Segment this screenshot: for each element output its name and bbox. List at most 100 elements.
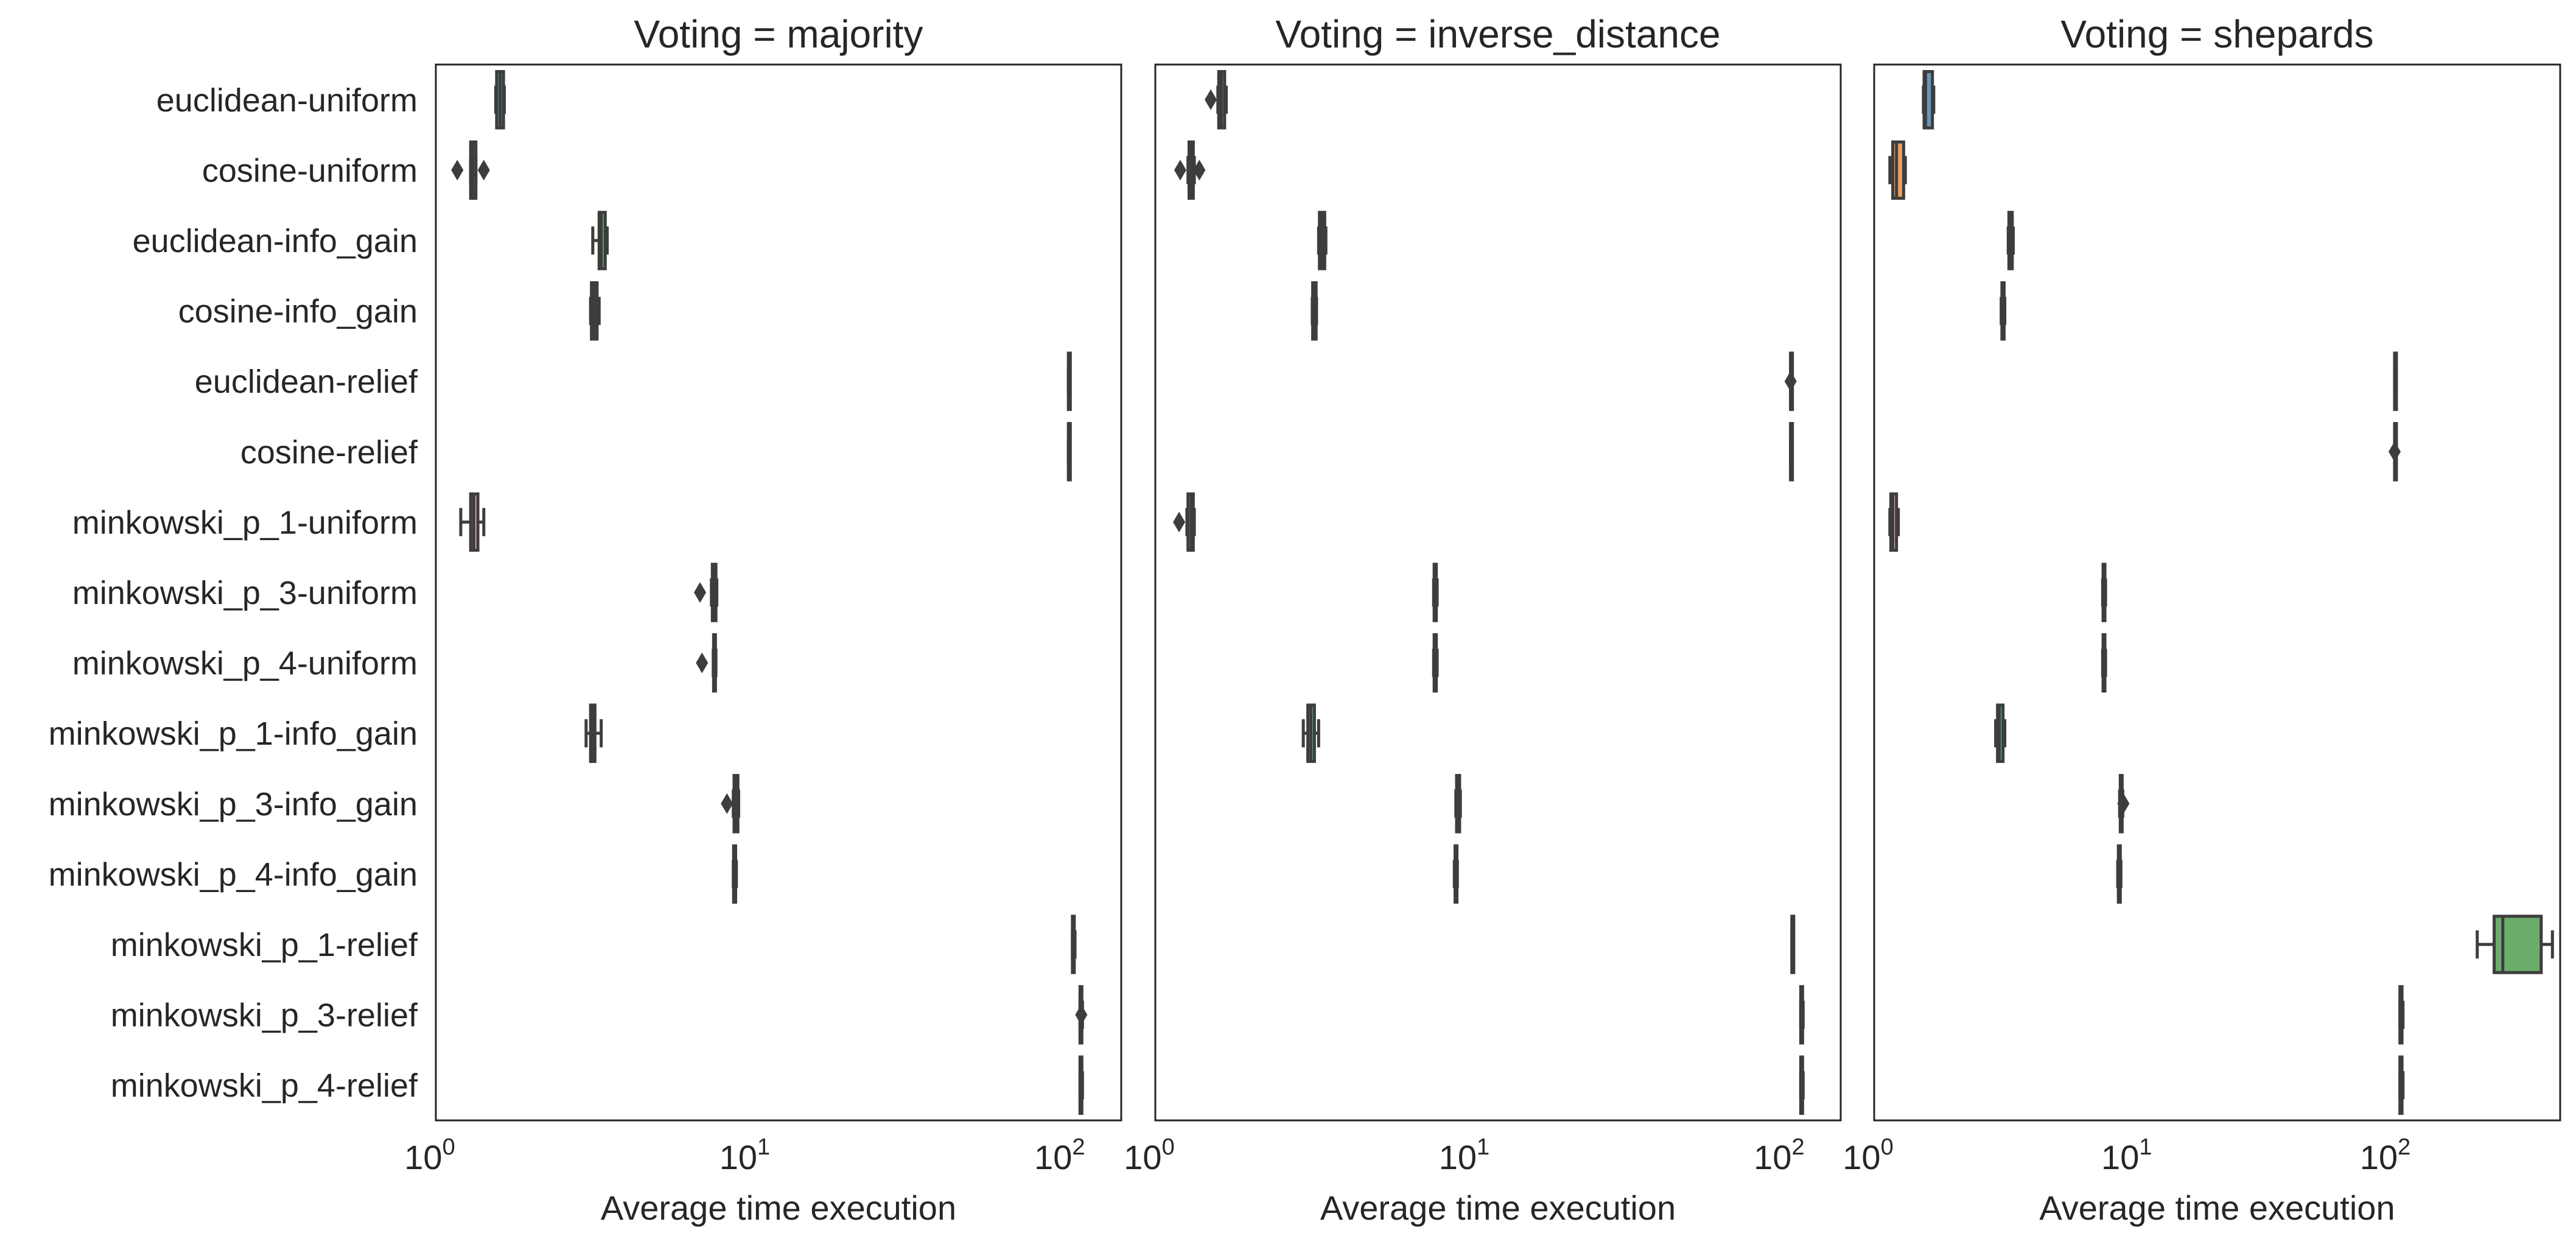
panel-2: Voting = inverse_distance Average time ex… [1124, 12, 1842, 1227]
box-euclidean-relief [1784, 351, 1797, 411]
x-tick-exponent: 0 [1162, 1134, 1175, 1160]
outlier-marker [721, 793, 733, 814]
box-minkowski_p_4-relief [2398, 1055, 2405, 1115]
x-tick-base: 10 [1754, 1138, 1791, 1176]
box-minkowski_p_1-uniform [1888, 492, 1900, 552]
box-minkowski_p_3-info_gain [2117, 774, 2130, 834]
outlier-marker [1205, 89, 1217, 110]
x-axis-label: Average time execution [601, 1189, 956, 1227]
y-category-label: euclidean-info_gain [133, 223, 418, 259]
y-category-label: cosine-info_gain [178, 293, 418, 330]
x-tick-base: 10 [1034, 1138, 1072, 1176]
box-euclidean-uniform [1205, 70, 1228, 130]
box-minkowski_p_1-info_gain [1994, 703, 2007, 763]
y-category-label: cosine-relief [240, 434, 418, 471]
box-euclidean-uniform [1922, 70, 1936, 130]
box-minkowski_p_4-info_gain [1452, 844, 1459, 904]
box-minkowski_p_4-uniform [696, 633, 718, 693]
x-tick-label: 101 [1439, 1134, 1489, 1176]
box-euclidean-relief [2393, 351, 2398, 411]
plot-frame [435, 63, 1122, 1122]
box-cosine-relief [1789, 422, 1794, 482]
box-euclidean-info_gain [2006, 211, 2015, 270]
y-category-label: euclidean-relief [195, 364, 418, 400]
box-minkowski_p_4-uniform [1432, 633, 1439, 693]
box-cosine-uniform [1174, 140, 1206, 200]
x-tick-exponent: 1 [757, 1134, 770, 1160]
x-tick-label: 101 [2101, 1134, 2152, 1176]
y-category-label: minkowski_p_1-relief [111, 927, 418, 963]
x-tick-exponent: 2 [1072, 1134, 1085, 1160]
box-minkowski_p_4-uniform [2101, 633, 2107, 693]
box-minkowski_p_1-info_gain [1301, 703, 1320, 763]
outlier-marker [1193, 160, 1206, 181]
box-euclidean-info_gain [591, 211, 609, 270]
y-category-label: euclidean-uniform [156, 82, 418, 119]
box-euclidean-uniform [494, 70, 506, 130]
box-minkowski_p_1-relief [2476, 915, 2554, 974]
x-tick-base: 10 [404, 1138, 442, 1176]
y-category-label: cosine-uniform [202, 152, 418, 189]
box-cosine-uniform [1888, 140, 1907, 200]
y-category-label: minkowski_p_1-uniform [72, 504, 418, 541]
box-iqr [1891, 140, 1905, 200]
box-minkowski_p_3-uniform [1432, 563, 1439, 622]
outlier-marker [1174, 160, 1186, 181]
x-axis-label: Average time execution [1320, 1189, 1676, 1227]
box-minkowski_p_3-relief [2398, 985, 2405, 1045]
outlier-marker [1173, 511, 1186, 533]
box-minkowski_p_1-uniform [459, 492, 486, 552]
box-cosine-relief [1066, 422, 1072, 482]
x-tick-label: 102 [2360, 1134, 2410, 1176]
outlier-marker [477, 160, 490, 181]
panel-title: Voting = majority [634, 12, 923, 56]
x-tick-exponent: 2 [1791, 1134, 1804, 1160]
box-cosine-info_gain [589, 281, 601, 341]
x-tick-base: 10 [1843, 1138, 1880, 1176]
x-tick-exponent: 0 [1881, 1134, 1894, 1160]
y-category-label: minkowski_p_3-info_gain [49, 786, 418, 823]
box-minkowski_p_3-uniform [694, 563, 719, 622]
box-minkowski_p_3-relief [1799, 985, 1805, 1045]
box-minkowski_p_3-info_gain [1454, 774, 1462, 834]
box-minkowski_p_1-info_gain [584, 703, 603, 763]
box-minkowski_p_1-relief [1071, 915, 1077, 974]
x-tick-exponent: 2 [2398, 1134, 2410, 1160]
y-category-label: minkowski_p_4-uniform [72, 645, 418, 682]
x-tick-label: 100 [1843, 1134, 1893, 1176]
outlier-marker [2388, 441, 2401, 462]
outlier-marker [1784, 371, 1797, 392]
outlier-marker [2117, 793, 2130, 814]
y-category-label: minkowski_p_3-uniform [72, 575, 418, 611]
x-tick-label: 102 [1754, 1134, 1804, 1176]
x-tick-base: 10 [1439, 1138, 1477, 1176]
x-tick-exponent: 1 [2139, 1134, 2152, 1160]
plot-frame [1873, 63, 2561, 1122]
box-euclidean-relief [1066, 351, 1072, 411]
box-euclidean-info_gain [1317, 211, 1328, 270]
x-tick-base: 10 [719, 1138, 757, 1176]
box-cosine-relief [2388, 422, 2401, 482]
y-category-label: minkowski_p_1-info_gain [49, 715, 418, 752]
box-minkowski_p_3-uniform [2101, 563, 2107, 622]
panel-title: Voting = shepards [2060, 12, 2373, 56]
panel-3: Voting = shepards Average time execution 1… [1843, 12, 2561, 1227]
x-tick-label: 102 [1034, 1134, 1085, 1176]
y-category-label: minkowski_p_3-relief [111, 997, 418, 1034]
box-minkowski_p_1-relief [1790, 915, 1796, 974]
x-tick-label: 100 [1124, 1134, 1174, 1176]
box-minkowski_p_4-relief [1078, 1055, 1084, 1115]
x-tick-exponent: 0 [443, 1134, 455, 1160]
box-minkowski_p_4-relief [1799, 1055, 1805, 1115]
outlier-marker [694, 582, 707, 603]
panel-title: Voting = inverse_distance [1275, 12, 1720, 56]
y-category-label: minkowski_p_4-info_gain [49, 856, 418, 893]
x-tick-base: 10 [2101, 1138, 2139, 1176]
box-cosine-info_gain [1311, 281, 1318, 341]
box-minkowski_p_3-info_gain [721, 774, 740, 834]
box-minkowski_p_3-relief [1075, 985, 1088, 1045]
box-cosine-uniform [451, 140, 490, 200]
box-minkowski_p_4-info_gain [2116, 844, 2123, 904]
box-minkowski_p_4-info_gain [732, 844, 738, 904]
